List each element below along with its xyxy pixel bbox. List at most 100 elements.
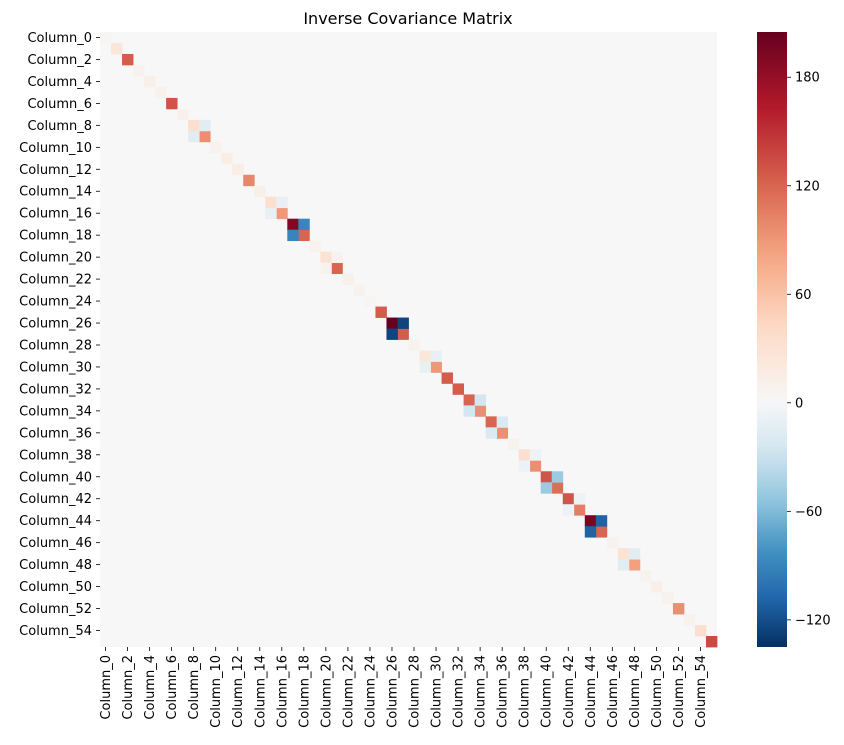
heatmap-cell <box>463 394 476 406</box>
x-tick-label: Column_42 <box>562 655 577 728</box>
heatmap-cell <box>265 207 277 220</box>
x-tick-label: Column_36 <box>496 655 511 728</box>
x-tick-label: Column_14 <box>253 655 268 728</box>
heatmap-cell <box>474 405 487 417</box>
heatmap-cell <box>144 75 156 88</box>
heatmap-cell <box>518 449 531 461</box>
heatmap-cell <box>463 405 476 417</box>
x-tick-label: Column_54 <box>694 655 709 728</box>
heatmap-cell <box>617 559 630 571</box>
heatmap-cell <box>298 229 310 242</box>
heatmap-cell <box>562 493 575 505</box>
heatmap-cell <box>683 614 696 626</box>
y-tick-label: Column_16 <box>19 207 92 222</box>
y-tick-label: Column_42 <box>19 492 92 507</box>
heatmap-cell <box>364 295 376 307</box>
y-tick-label: Column_40 <box>19 470 92 485</box>
heatmap-cell <box>628 559 641 571</box>
heatmap-cell <box>100 32 112 44</box>
y-tick-label: Column_10 <box>19 141 92 156</box>
x-tick-label: Column_2 <box>121 655 136 720</box>
x-tick-label: Column_12 <box>231 655 246 728</box>
y-tick-label: Column_22 <box>19 273 92 288</box>
heatmap-cell <box>265 196 277 209</box>
x-tick-label: Column_0 <box>99 655 114 720</box>
x-tick-label: Column_28 <box>408 655 423 728</box>
x-tick-label: Column_16 <box>275 655 290 728</box>
x-tick-label: Column_32 <box>452 655 467 728</box>
heatmap-cell <box>210 141 222 154</box>
y-tick-label: Column_18 <box>19 229 92 244</box>
heatmap-cell <box>595 515 608 527</box>
heatmap-cell <box>287 218 299 231</box>
heatmap-cell <box>529 449 542 461</box>
heatmap-cell <box>309 240 321 253</box>
heatmap-cell <box>188 130 200 143</box>
heatmap-cell <box>276 196 288 209</box>
heatmap-cell <box>452 383 464 395</box>
heatmap-cell <box>441 372 453 384</box>
heatmap-cell <box>485 427 498 439</box>
heatmap-cell <box>155 86 167 99</box>
y-tick-label: Column_0 <box>27 31 92 46</box>
heatmap-cell <box>518 460 531 472</box>
colorbar <box>757 32 787 647</box>
x-tick-label: Column_26 <box>385 655 400 728</box>
x-tick-label: Column_52 <box>672 655 687 728</box>
heatmap-cell <box>496 427 509 439</box>
heatmap-cell <box>111 42 123 55</box>
y-tick-label: Column_48 <box>19 558 92 573</box>
heatmap-cell <box>661 592 674 604</box>
colorbar-ticks: 180 120 60 0 −60 −120 <box>787 71 831 628</box>
colorbar-tick-label: 60 <box>795 288 812 303</box>
heatmap-cell <box>430 350 442 362</box>
y-tick-label: Column_34 <box>19 404 92 419</box>
heatmap-cell <box>243 174 255 187</box>
heatmap-cell <box>320 262 332 275</box>
heatmap-cell <box>562 504 575 516</box>
x-tick-label: Column_18 <box>297 655 312 728</box>
colorbar-tick-label: 0 <box>795 396 803 411</box>
y-tick-label: Column_20 <box>19 251 92 266</box>
heatmap-cell <box>199 130 211 143</box>
heatmap-cell <box>298 218 310 231</box>
heatmap-cell <box>705 636 718 648</box>
y-tick-label: Column_30 <box>19 360 92 375</box>
x-tick-label: Column_34 <box>474 655 489 728</box>
heatmap-cell <box>551 471 564 483</box>
y-tick-label: Column_24 <box>19 295 92 310</box>
heatmap-cell <box>397 328 409 340</box>
y-tick-label: Column_28 <box>19 338 92 353</box>
heatmap-cell <box>430 361 442 373</box>
heatmap-cell <box>166 97 178 110</box>
heatmap-cell <box>496 416 509 428</box>
heatmap-cell <box>474 394 487 406</box>
x-tick-label: Column_40 <box>540 655 555 728</box>
y-tick-label: Column_44 <box>19 514 92 529</box>
y-tick-label: Column_38 <box>19 448 92 463</box>
heatmap-cell <box>122 53 134 66</box>
y-tick-labels: Column_0 Column_2 Column_4 Column_6 Column_8… <box>19 31 100 639</box>
heatmap-cell <box>584 515 597 527</box>
heatmap-cell <box>595 526 608 538</box>
heatmap-cell <box>628 548 641 560</box>
y-tick-label: Column_54 <box>19 624 92 639</box>
heatmap-cell <box>276 207 288 220</box>
y-tick-label: Column_12 <box>19 163 92 178</box>
heatmap-cell <box>485 416 498 428</box>
x-tick-label: Column_8 <box>187 655 202 720</box>
heatmap-cell <box>397 317 409 329</box>
heatmap-cell <box>232 163 244 176</box>
heatmap-cell <box>573 504 586 516</box>
x-tick-label: Column_20 <box>319 655 334 728</box>
colorbar-tick-label: −60 <box>795 505 822 520</box>
heatmap-cell <box>540 471 553 483</box>
heatmap-cell <box>639 570 652 582</box>
heatmap-cell <box>386 328 398 340</box>
heatmap-cell <box>672 603 685 615</box>
heatmap-cell <box>573 493 586 505</box>
heatmap-cell <box>507 438 520 450</box>
heatmap-cell <box>650 581 663 593</box>
heatmap-cell <box>606 537 619 549</box>
heatmap-cell <box>199 119 211 132</box>
